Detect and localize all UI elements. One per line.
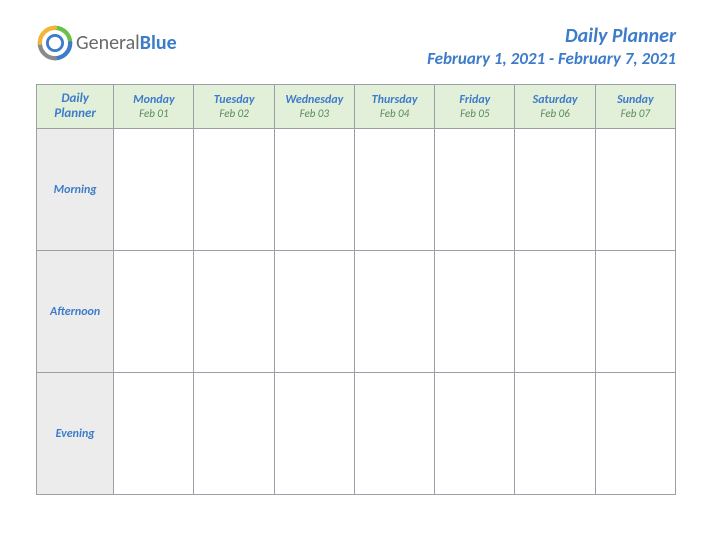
cell-afternoon-fri[interactable] — [435, 251, 515, 373]
cell-evening-sun[interactable] — [595, 373, 675, 495]
day-date: Feb 02 — [194, 107, 273, 120]
period-label-evening: Evening — [37, 373, 114, 495]
day-name: Friday — [435, 93, 514, 107]
day-date: Feb 07 — [596, 107, 675, 120]
day-header-sun: Sunday Feb 07 — [595, 85, 675, 129]
day-date: Feb 06 — [515, 107, 594, 120]
cell-afternoon-sat[interactable] — [515, 251, 595, 373]
row-morning: Morning — [37, 129, 676, 251]
logo-text: GeneralBlue — [76, 33, 177, 53]
planner-table: Daily Planner Monday Feb 01 Tuesday Feb … — [36, 84, 676, 495]
day-date: Feb 03 — [275, 107, 354, 120]
day-name: Wednesday — [275, 93, 354, 107]
cell-afternoon-wed[interactable] — [274, 251, 354, 373]
header-row: Daily Planner Monday Feb 01 Tuesday Feb … — [37, 85, 676, 129]
cell-morning-sat[interactable] — [515, 129, 595, 251]
cell-evening-thu[interactable] — [354, 373, 434, 495]
corner-label-line1: Daily — [61, 91, 89, 106]
logo-word-general: General — [76, 31, 140, 55]
day-header-thu: Thursday Feb 04 — [354, 85, 434, 129]
page-title: Daily Planner — [427, 24, 676, 48]
day-header-fri: Friday Feb 05 — [435, 85, 515, 129]
day-date: Feb 05 — [435, 107, 514, 120]
cell-morning-wed[interactable] — [274, 129, 354, 251]
cell-afternoon-mon[interactable] — [114, 251, 194, 373]
corner-label-line2: Planner — [54, 106, 96, 121]
row-evening: Evening — [37, 373, 676, 495]
day-name: Monday — [114, 93, 193, 107]
period-label-morning: Morning — [37, 129, 114, 251]
day-header-wed: Wednesday Feb 03 — [274, 85, 354, 129]
planner-grid-wrap: Daily Planner Monday Feb 01 Tuesday Feb … — [0, 84, 712, 525]
page-date-range: February 1, 2021 - February 7, 2021 — [427, 48, 676, 70]
cell-evening-wed[interactable] — [274, 373, 354, 495]
cell-evening-sat[interactable] — [515, 373, 595, 495]
cell-morning-fri[interactable] — [435, 129, 515, 251]
day-header-sat: Saturday Feb 06 — [515, 85, 595, 129]
day-name: Thursday — [355, 93, 434, 107]
logo-swirl-icon — [36, 24, 74, 62]
page-header: GeneralBlue Daily Planner February 1, 20… — [0, 0, 712, 84]
cell-afternoon-thu[interactable] — [354, 251, 434, 373]
day-header-mon: Monday Feb 01 — [114, 85, 194, 129]
cell-evening-fri[interactable] — [435, 373, 515, 495]
corner-cell: Daily Planner — [37, 85, 114, 129]
day-name: Tuesday — [194, 93, 273, 107]
cell-evening-mon[interactable] — [114, 373, 194, 495]
title-block: Daily Planner February 1, 2021 - Februar… — [427, 24, 676, 70]
cell-morning-sun[interactable] — [595, 129, 675, 251]
day-date: Feb 04 — [355, 107, 434, 120]
day-name: Sunday — [596, 93, 675, 107]
row-afternoon: Afternoon — [37, 251, 676, 373]
period-label-afternoon: Afternoon — [37, 251, 114, 373]
cell-evening-tue[interactable] — [194, 373, 274, 495]
cell-afternoon-tue[interactable] — [194, 251, 274, 373]
day-date: Feb 01 — [114, 107, 193, 120]
cell-afternoon-sun[interactable] — [595, 251, 675, 373]
day-name: Saturday — [515, 93, 594, 107]
logo-word-blue: Blue — [140, 31, 177, 55]
day-header-tue: Tuesday Feb 02 — [194, 85, 274, 129]
cell-morning-thu[interactable] — [354, 129, 434, 251]
logo: GeneralBlue — [36, 24, 177, 62]
cell-morning-mon[interactable] — [114, 129, 194, 251]
cell-morning-tue[interactable] — [194, 129, 274, 251]
